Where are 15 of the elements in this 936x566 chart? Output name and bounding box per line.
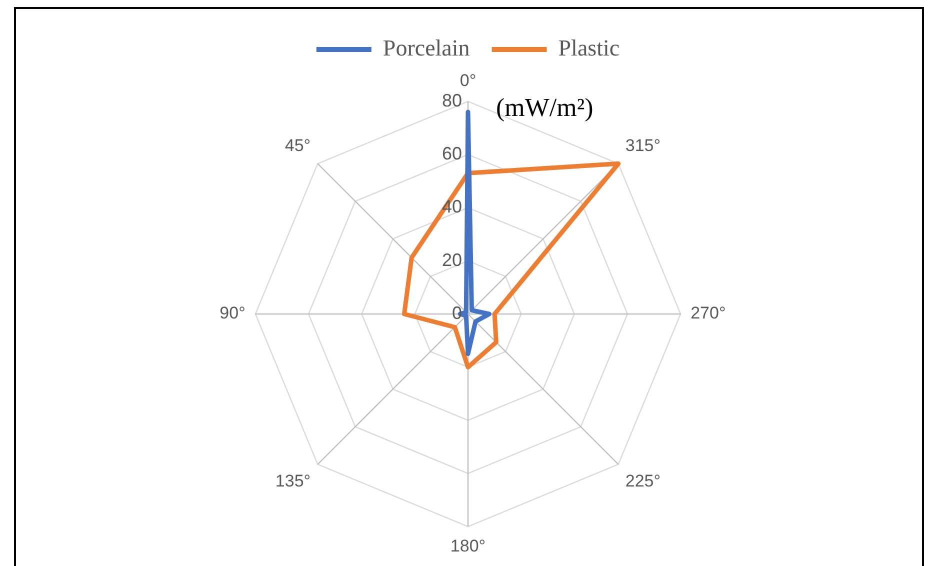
- spoke-label: 90°: [220, 304, 246, 323]
- y-tick-label: 80: [442, 90, 462, 110]
- spoke-label: 315°: [625, 136, 661, 156]
- spoke-label: 180°: [450, 536, 486, 556]
- legend-label: Porcelain: [382, 36, 470, 61]
- y-tick-label: 0: [452, 302, 462, 323]
- legend-label: Plastic: [558, 36, 620, 61]
- spoke-label: 45°: [284, 136, 311, 156]
- spoke-label: 0°: [460, 70, 476, 90]
- spoke-label: 135°: [275, 471, 311, 490]
- spoke-label: 225°: [625, 471, 661, 490]
- y-tick-label: 60: [442, 144, 462, 164]
- spoke-label: 270°: [690, 304, 726, 323]
- text: (mW/m²): [496, 93, 594, 122]
- y-tick-label: 20: [442, 250, 462, 270]
